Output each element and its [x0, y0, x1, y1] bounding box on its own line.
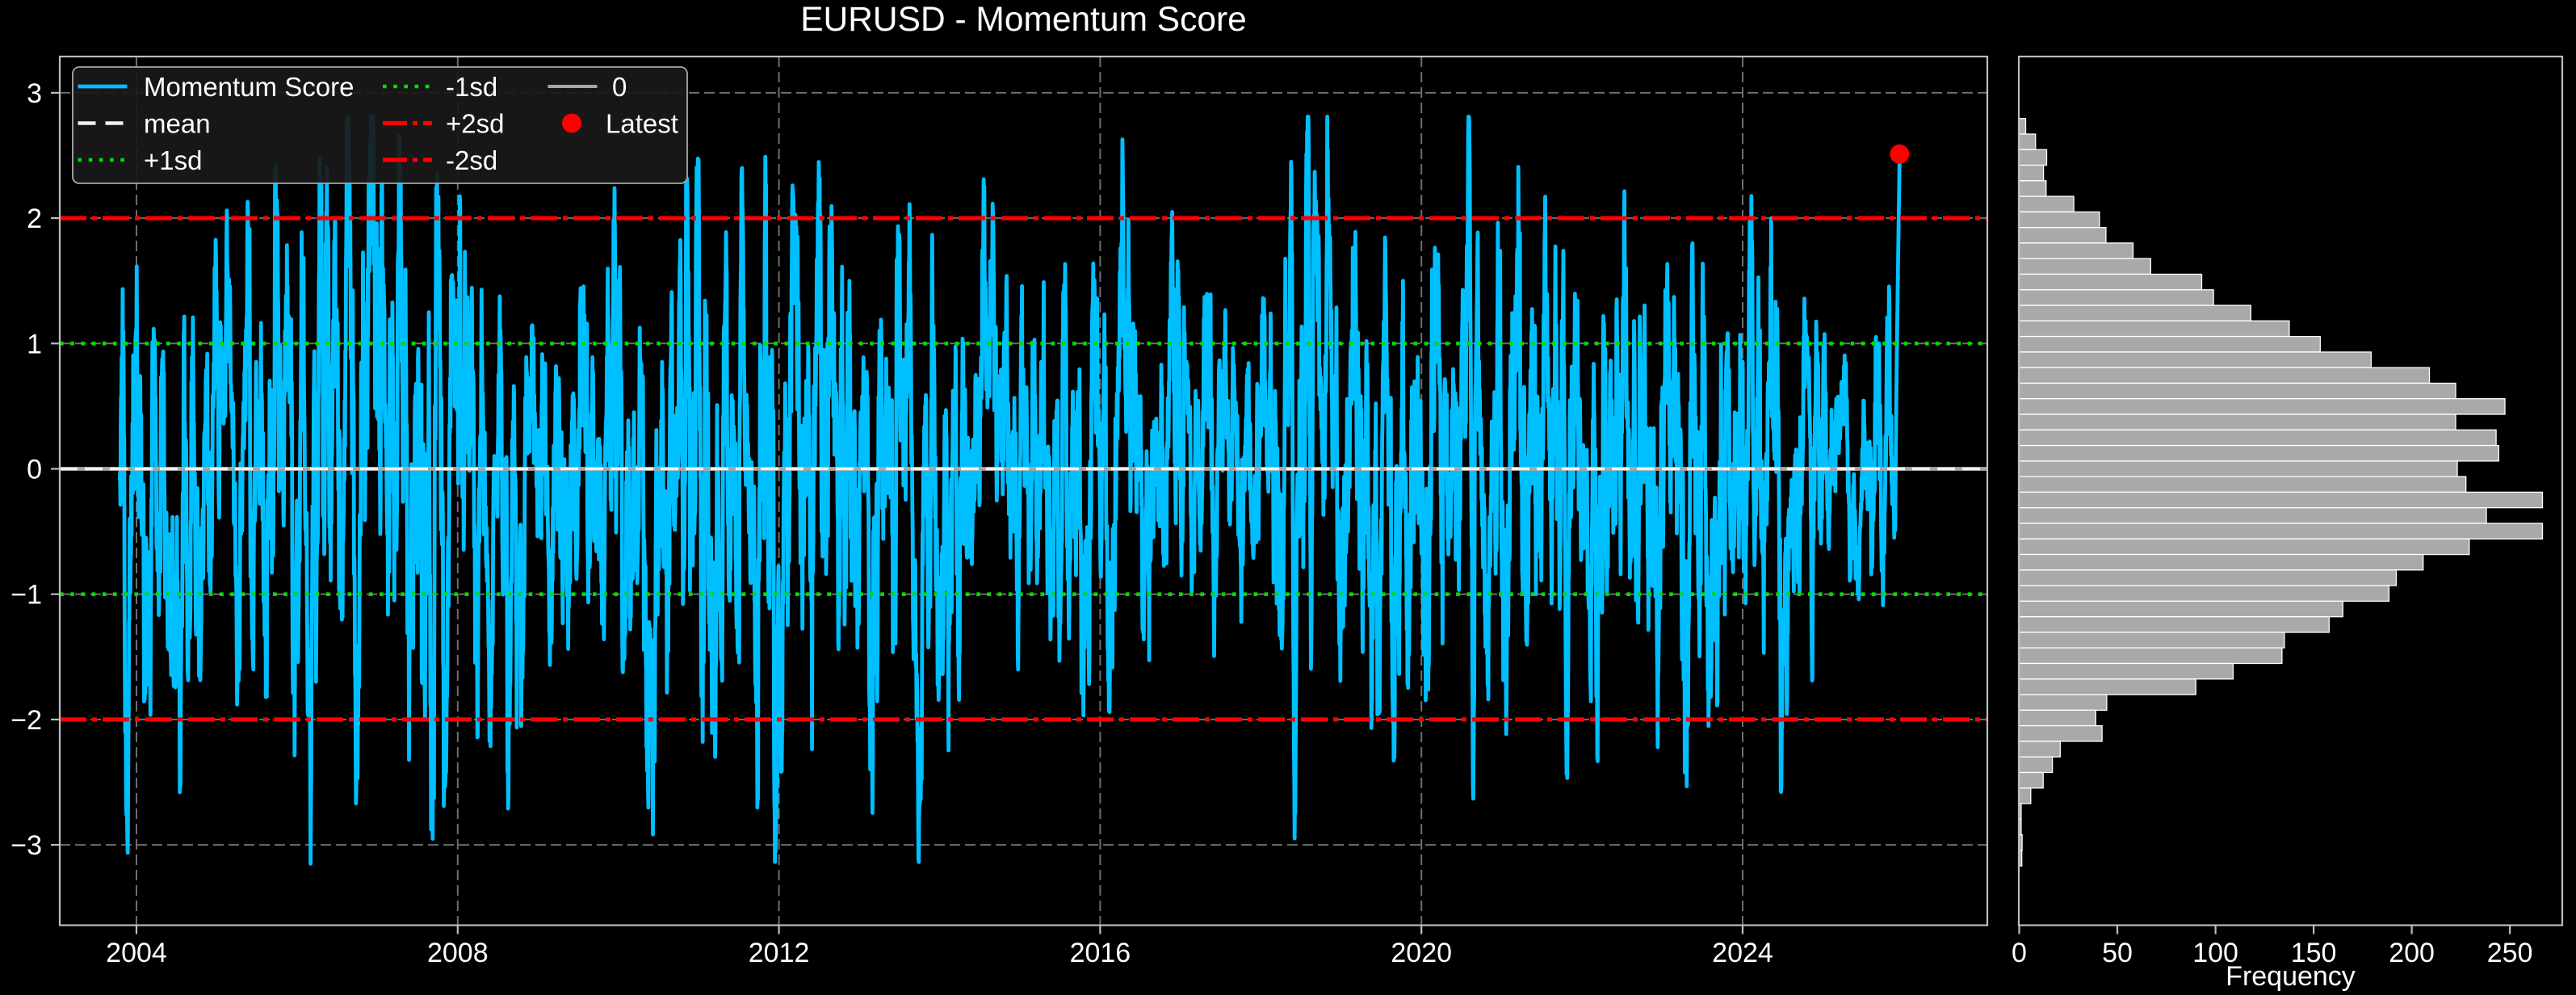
svg-text:0: 0	[27, 455, 42, 485]
svg-text:+2sd: +2sd	[446, 109, 504, 139]
svg-text:2: 2	[27, 204, 42, 234]
svg-text:+1sd: +1sd	[144, 145, 202, 175]
svg-text:100: 100	[2192, 938, 2238, 968]
svg-text:EURUSD - Momentum Score: EURUSD - Momentum Score	[800, 1, 1247, 39]
svg-text:2020: 2020	[1391, 938, 1452, 968]
svg-text:0: 0	[612, 72, 627, 102]
svg-text:2008: 2008	[427, 938, 489, 968]
svg-text:3: 3	[27, 78, 42, 109]
svg-text:200: 200	[2389, 938, 2435, 968]
svg-text:−1: −1	[10, 580, 42, 611]
svg-text:2024: 2024	[1712, 938, 1773, 968]
svg-text:-2sd: -2sd	[446, 145, 497, 175]
svg-text:Frequency: Frequency	[2226, 961, 2356, 992]
svg-text:Latest: Latest	[606, 109, 678, 139]
svg-text:150: 150	[2291, 938, 2337, 968]
svg-text:2012: 2012	[749, 938, 810, 968]
svg-text:250: 250	[2487, 938, 2533, 968]
svg-text:mean: mean	[144, 109, 211, 139]
svg-text:1: 1	[27, 329, 42, 359]
svg-text:2004: 2004	[106, 938, 167, 968]
svg-text:Momentum Score: Momentum Score	[144, 72, 354, 102]
svg-text:50: 50	[2102, 938, 2133, 968]
svg-text:2016: 2016	[1070, 938, 1131, 968]
svg-text:−3: −3	[10, 830, 42, 861]
svg-text:−2: −2	[10, 705, 42, 736]
svg-text:-1sd: -1sd	[446, 72, 497, 102]
svg-text:0: 0	[2012, 938, 2027, 968]
